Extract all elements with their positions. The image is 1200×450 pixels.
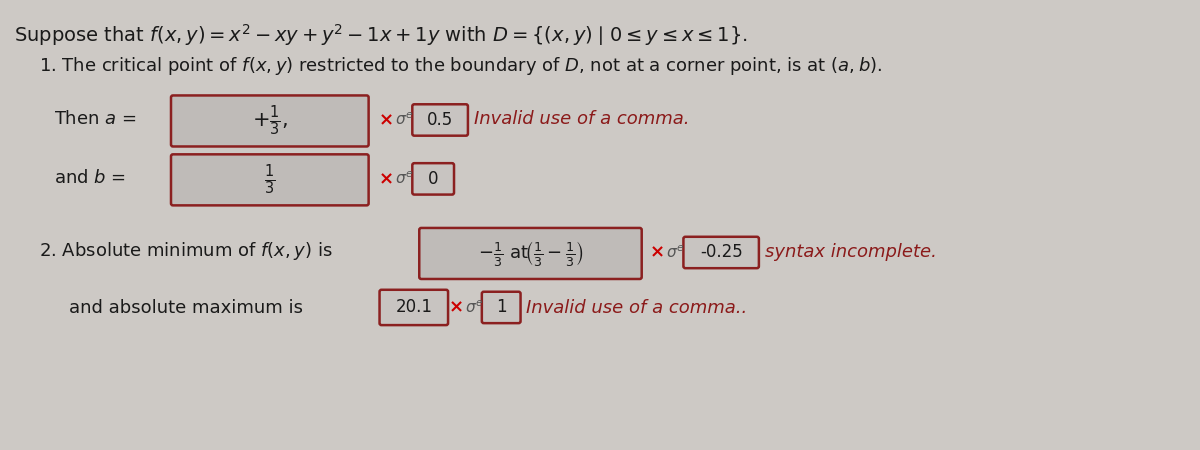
- FancyBboxPatch shape: [482, 292, 521, 323]
- FancyBboxPatch shape: [413, 163, 454, 194]
- Text: Suppose that $f(x, y) = x^2 - xy + y^2 - 1x + 1y$ with $D = \{(x, y) \mid 0 \leq: Suppose that $f(x, y) = x^2 - xy + y^2 -…: [14, 22, 748, 48]
- Text: -0.25: -0.25: [700, 243, 743, 261]
- FancyBboxPatch shape: [379, 290, 448, 325]
- Text: $\frac{1}{3}$: $\frac{1}{3}$: [264, 162, 276, 197]
- Text: 0.5: 0.5: [427, 111, 454, 129]
- Text: $+\frac{1}{3},$: $+\frac{1}{3},$: [252, 104, 288, 138]
- Text: Then $a$ =: Then $a$ =: [54, 110, 137, 128]
- Text: ×: ×: [379, 111, 394, 129]
- FancyBboxPatch shape: [419, 228, 642, 279]
- Text: and absolute maximum is: and absolute maximum is: [68, 299, 302, 317]
- FancyBboxPatch shape: [684, 237, 758, 268]
- Text: $-\frac{1}{3}\ \mathrm{at}\!\left(\frac{1}{3}-\frac{1}{3}\right)$: $-\frac{1}{3}\ \mathrm{at}\!\left(\frac{…: [478, 239, 583, 268]
- Text: ×: ×: [379, 170, 394, 188]
- FancyBboxPatch shape: [413, 104, 468, 136]
- Text: 1: 1: [496, 298, 506, 316]
- Text: Invalid use of a comma.: Invalid use of a comma.: [474, 110, 689, 128]
- Text: 1. The critical point of $f(x, y)$ restricted to the boundary of $D$, not at a c: 1. The critical point of $f(x, y)$ restr…: [38, 55, 882, 77]
- Text: Invalid use of a comma..: Invalid use of a comma..: [526, 299, 746, 317]
- Text: $\sigma^e$: $\sigma^e$: [395, 112, 414, 128]
- FancyBboxPatch shape: [170, 154, 368, 205]
- Text: $\sigma^e$: $\sigma^e$: [395, 171, 414, 187]
- Text: 2. Absolute minimum of $f(x, y)$ is: 2. Absolute minimum of $f(x, y)$ is: [38, 240, 332, 262]
- Text: and $b$ =: and $b$ =: [54, 169, 126, 187]
- Text: $\sigma^e$: $\sigma^e$: [666, 244, 685, 261]
- Text: syntax incomplete.: syntax incomplete.: [764, 243, 937, 261]
- Text: ×: ×: [650, 243, 665, 261]
- Text: 20.1: 20.1: [395, 298, 432, 316]
- Text: 0: 0: [428, 170, 438, 188]
- Text: $\sigma^e$: $\sigma^e$: [464, 299, 484, 316]
- Text: ×: ×: [449, 298, 463, 316]
- FancyBboxPatch shape: [170, 95, 368, 147]
